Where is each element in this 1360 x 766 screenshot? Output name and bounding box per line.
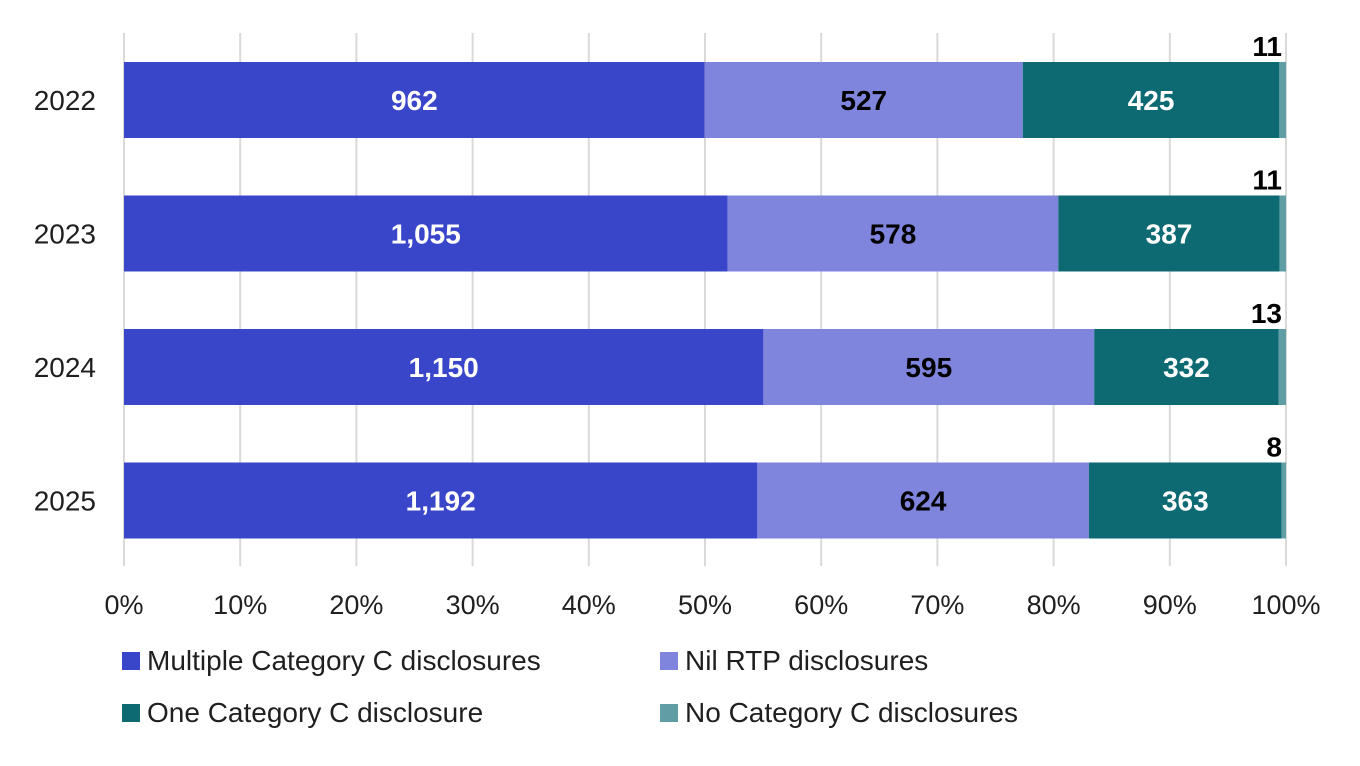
data-label: 11 xyxy=(1252,165,1282,196)
data-label: 8 xyxy=(1266,432,1282,463)
bar-segment xyxy=(1279,195,1286,272)
data-label: 363 xyxy=(1162,486,1209,517)
bar-segment xyxy=(124,329,764,405)
legend: Multiple Category C disclosures Nil RTP … xyxy=(122,644,1122,730)
x-tick-label: 20% xyxy=(329,590,383,620)
legend-swatch xyxy=(660,704,678,722)
legend-item-no-category-c: No Category C disclosures xyxy=(660,696,1100,730)
bar-segment xyxy=(1088,462,1282,539)
x-tick-label: 70% xyxy=(910,590,964,620)
bar-segment xyxy=(124,62,705,138)
axes: 0% 10% 20% 30% 40% 50% 60% 70% 80% 90% 100% 2022 202… xyxy=(34,85,1321,620)
category-label: 2023 xyxy=(34,219,96,250)
legend-item-one-category-c: One Category C disclosure xyxy=(122,696,660,730)
bar-segment xyxy=(124,462,758,539)
bar-segment xyxy=(1022,62,1280,138)
data-label: 527 xyxy=(840,85,887,116)
legend-label: Multiple Category C disclosures xyxy=(147,645,541,676)
data-labels: 962 527 425 11 1,055 578 387 11 1,150 595 332 13 1,1… xyxy=(391,31,1282,517)
x-tick-label: 60% xyxy=(794,590,848,620)
data-label: 624 xyxy=(900,486,947,517)
x-tick-label: 90% xyxy=(1143,590,1197,620)
bar-segment xyxy=(757,462,1089,539)
legend-item-multiple-category-c: Multiple Category C disclosures xyxy=(122,644,660,678)
category-label: 2022 xyxy=(34,85,96,116)
data-label: 13 xyxy=(1251,298,1282,329)
data-label: 1,055 xyxy=(391,219,461,250)
x-tick-label: 10% xyxy=(213,590,267,620)
x-tick-label: 0% xyxy=(104,590,143,620)
category-label: 2024 xyxy=(34,352,96,383)
bar-segment xyxy=(1279,62,1286,138)
bar-segment xyxy=(1094,329,1279,405)
legend-label: One Category C disclosure xyxy=(147,697,484,728)
data-label: 425 xyxy=(1128,85,1175,116)
x-tick-label: 50% xyxy=(678,590,732,620)
legend-label: No Category C disclosures xyxy=(685,697,1019,728)
data-label: 1,192 xyxy=(406,486,476,517)
bar-segment xyxy=(704,62,1023,138)
bar-segment xyxy=(727,195,1059,272)
bars xyxy=(124,62,1286,539)
x-tick-label: 40% xyxy=(562,590,616,620)
bar-segment xyxy=(1281,462,1286,539)
data-label: 1,150 xyxy=(409,352,479,383)
data-label: 595 xyxy=(905,352,952,383)
bar-segment xyxy=(763,329,1095,405)
legend-item-nil-rtp: Nil RTP disclosures xyxy=(660,644,1100,678)
legend-swatch xyxy=(122,704,140,722)
category-label: 2025 xyxy=(34,486,96,517)
stacked-bar-chart: 962 527 425 11 1,055 578 387 11 1,150 595 332 13 1,1… xyxy=(34,31,1321,620)
legend-swatch xyxy=(660,652,678,670)
data-label: 332 xyxy=(1163,352,1210,383)
legend-swatch xyxy=(122,652,140,670)
data-label: 11 xyxy=(1252,31,1282,62)
x-tick-label: 100% xyxy=(1251,590,1320,620)
data-label: 578 xyxy=(870,219,917,250)
bar-segment xyxy=(1278,329,1286,405)
bar-segment xyxy=(1058,195,1280,272)
legend-label: Nil RTP disclosures xyxy=(685,645,929,676)
x-tick-label: 30% xyxy=(446,590,500,620)
data-label: 962 xyxy=(391,85,438,116)
x-tick-label: 80% xyxy=(1027,590,1081,620)
bar-segment xyxy=(124,195,728,272)
data-label: 387 xyxy=(1146,219,1193,250)
